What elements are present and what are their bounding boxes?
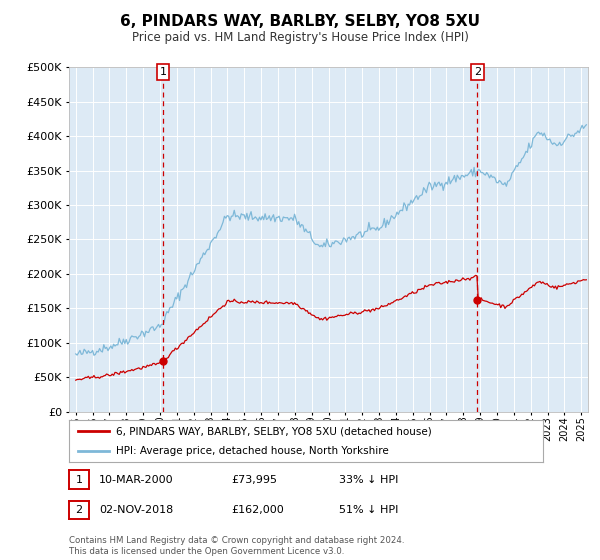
Text: 02-NOV-2018: 02-NOV-2018	[99, 505, 173, 515]
Text: Contains HM Land Registry data © Crown copyright and database right 2024.
This d: Contains HM Land Registry data © Crown c…	[69, 536, 404, 556]
Text: £162,000: £162,000	[231, 505, 284, 515]
Text: 1: 1	[76, 475, 82, 484]
Text: 2: 2	[76, 505, 82, 515]
Text: 6, PINDARS WAY, BARLBY, SELBY, YO8 5XU (detached house): 6, PINDARS WAY, BARLBY, SELBY, YO8 5XU (…	[116, 426, 432, 436]
Text: 10-MAR-2000: 10-MAR-2000	[99, 475, 173, 484]
Text: HPI: Average price, detached house, North Yorkshire: HPI: Average price, detached house, Nort…	[116, 446, 389, 456]
Text: 6, PINDARS WAY, BARLBY, SELBY, YO8 5XU: 6, PINDARS WAY, BARLBY, SELBY, YO8 5XU	[120, 14, 480, 29]
Text: 2: 2	[474, 67, 481, 77]
Text: 51% ↓ HPI: 51% ↓ HPI	[339, 505, 398, 515]
Text: 1: 1	[160, 67, 167, 77]
Text: £73,995: £73,995	[231, 475, 277, 484]
Text: Price paid vs. HM Land Registry's House Price Index (HPI): Price paid vs. HM Land Registry's House …	[131, 31, 469, 44]
Text: 33% ↓ HPI: 33% ↓ HPI	[339, 475, 398, 484]
